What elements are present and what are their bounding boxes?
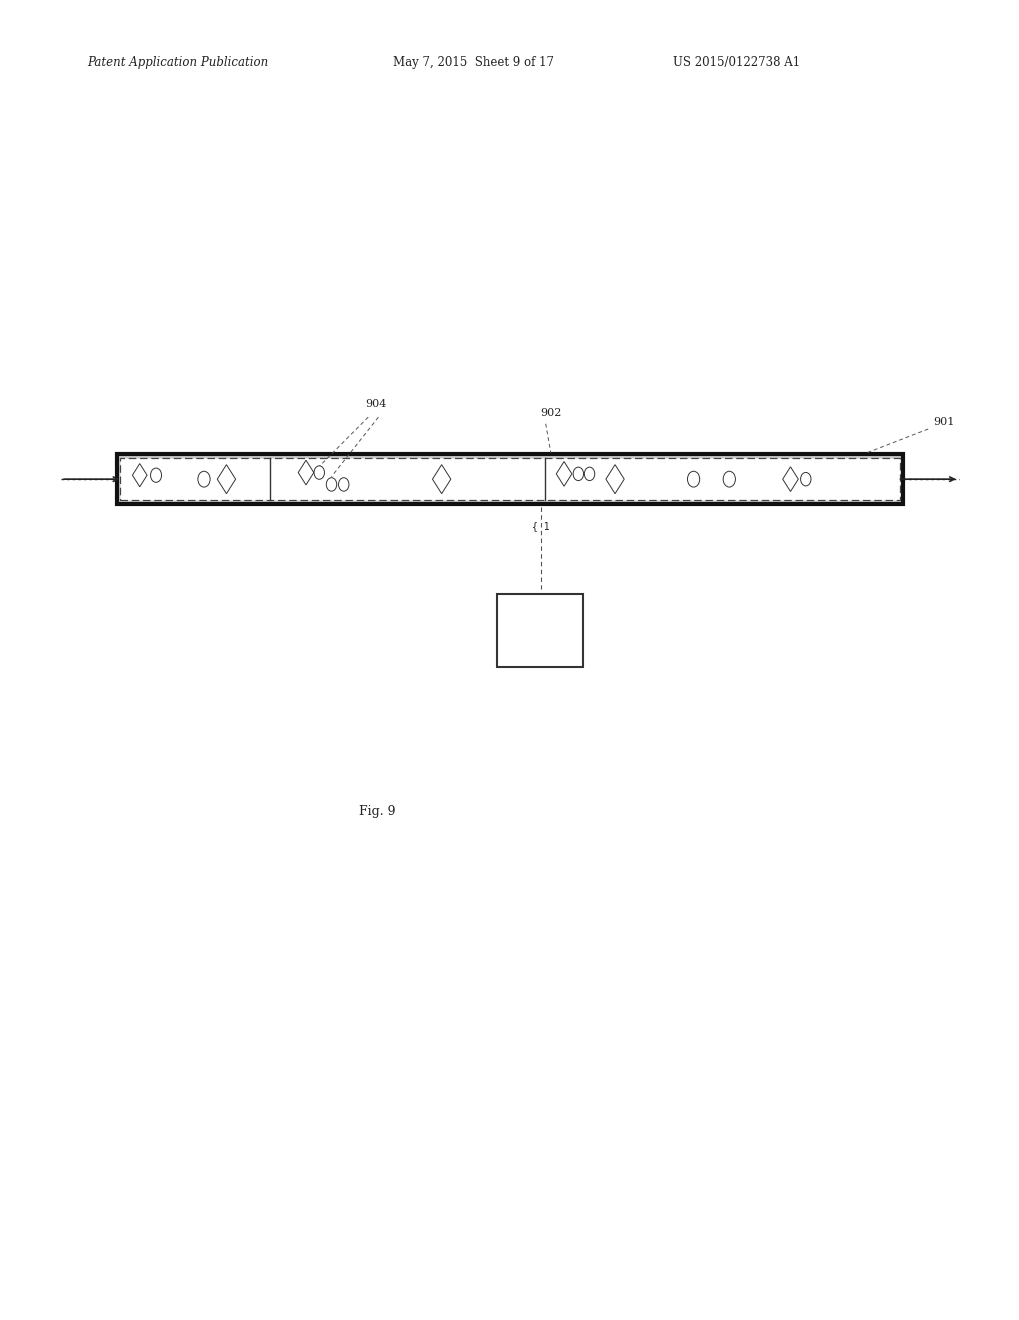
Bar <box>496 594 583 667</box>
Circle shape <box>584 467 594 480</box>
Circle shape <box>338 478 348 491</box>
Text: Patent Application Publication: Patent Application Publication <box>87 55 268 69</box>
Circle shape <box>687 471 699 487</box>
Text: Fig. 9: Fig. 9 <box>359 805 395 818</box>
Circle shape <box>722 471 735 487</box>
Bar <box>120 458 899 500</box>
Circle shape <box>151 469 161 482</box>
Circle shape <box>573 467 583 480</box>
Circle shape <box>314 466 324 479</box>
Polygon shape <box>217 465 235 494</box>
Polygon shape <box>782 467 798 491</box>
Text: 904: 904 <box>365 399 386 409</box>
Polygon shape <box>555 462 572 486</box>
Polygon shape <box>132 463 147 487</box>
Bar <box>117 454 902 504</box>
Polygon shape <box>432 465 450 494</box>
Text: 902: 902 <box>540 408 561 418</box>
Text: May 7, 2015  Sheet 9 of 17: May 7, 2015 Sheet 9 of 17 <box>392 55 553 69</box>
Circle shape <box>800 473 810 486</box>
Polygon shape <box>298 461 314 484</box>
Text: US 2015/0122738 A1: US 2015/0122738 A1 <box>673 55 800 69</box>
Circle shape <box>326 478 336 491</box>
Text: { 1: { 1 <box>531 521 549 532</box>
Text: 901: 901 <box>932 417 954 428</box>
Polygon shape <box>605 465 624 494</box>
Text: 903: 903 <box>528 624 551 636</box>
Circle shape <box>198 471 210 487</box>
